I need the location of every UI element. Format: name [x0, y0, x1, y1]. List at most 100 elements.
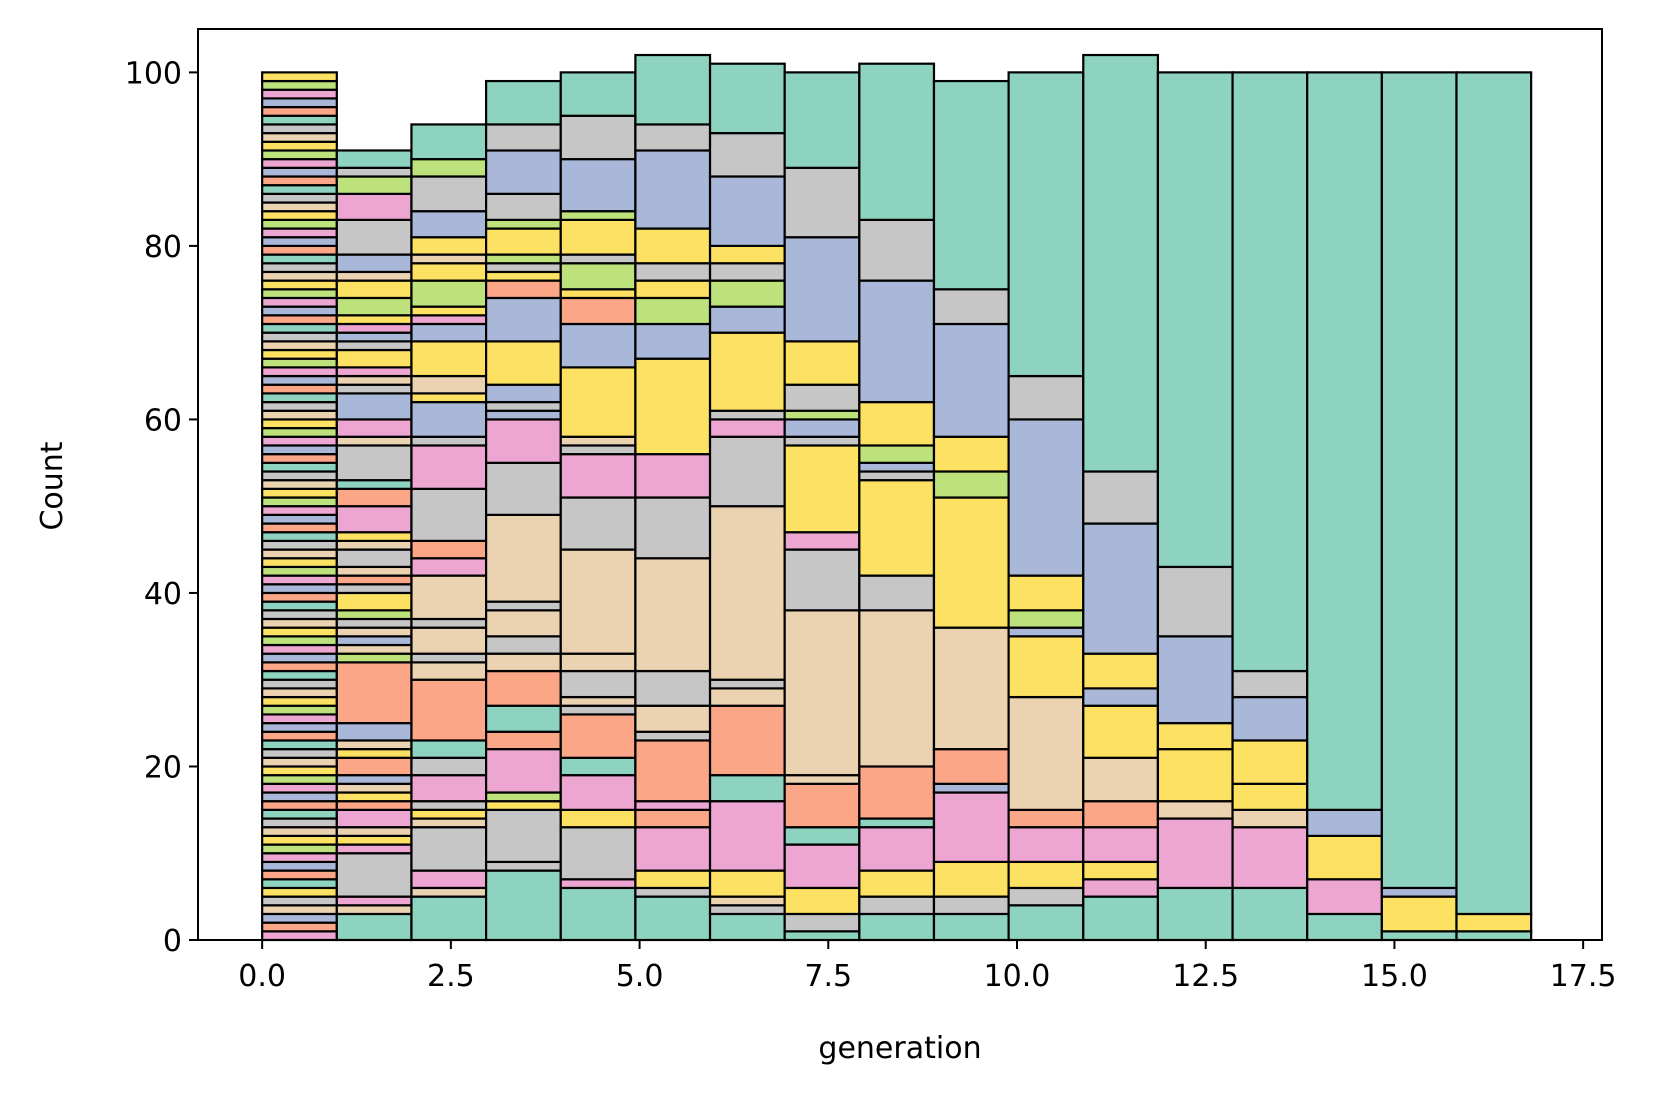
bar-segment-bin-0-seg-7 [262, 871, 337, 880]
bar-segment-bin-6-seg-5 [710, 775, 785, 801]
bar-segment-bin-0-seg-34 [262, 636, 337, 645]
bar-segment-bin-4-seg-15 [561, 437, 636, 446]
bar-segment-bin-2-seg-9 [411, 740, 486, 757]
bar-segment-bin-1-seg-17 [337, 654, 412, 663]
bar-segment-bin-6-seg-0 [710, 914, 785, 940]
bar-segment-bin-10-seg-4 [1009, 810, 1084, 827]
bar-segment-bin-0-seg-13 [262, 819, 337, 828]
bar-segment-bin-0-seg-45 [262, 541, 337, 550]
bar-segment-bin-0-seg-80 [262, 237, 337, 246]
bar-segment-bin-0-seg-44 [262, 550, 337, 559]
bar-segment-bin-0-seg-32 [262, 654, 337, 663]
bar-segment-bin-1-seg-9 [337, 793, 412, 802]
bar-segment-bin-0-seg-37 [262, 610, 337, 619]
bar-segment-bin-4-seg-10 [561, 654, 636, 671]
bar-segment-bin-0-seg-93 [262, 124, 337, 133]
bar-segment-bin-2-seg-5 [411, 810, 486, 819]
bar-segment-bin-3-seg-7 [486, 706, 561, 732]
y-tick-label: 60 [144, 403, 182, 438]
bar-segment-bin-4-seg-0 [561, 888, 636, 940]
bar-segment-bin-0-seg-15 [262, 801, 337, 810]
bar-segment-bin-2-seg-12 [411, 654, 486, 663]
bar-segment-bin-0-seg-86 [262, 185, 337, 194]
x-tick-label: 5.0 [616, 959, 664, 994]
bar-segment-bin-1-seg-18 [337, 645, 412, 654]
bar-segment-bin-8-seg-15 [859, 64, 934, 220]
bar-segment-bin-6-seg-19 [710, 133, 785, 176]
bar-segment-bin-1-seg-47 [337, 272, 412, 281]
bar-segment-bin-1-seg-48 [337, 255, 412, 272]
bar-segment-bin-0-seg-98 [262, 81, 337, 90]
bar-segment-bin-7-seg-12 [785, 419, 860, 436]
bar-segment-bin-5-seg-10 [635, 558, 710, 671]
bar-segment-bin-8-seg-3 [859, 827, 934, 870]
bar-segment-bin-1-seg-29 [337, 532, 412, 541]
bar-segment-bin-0-seg-55 [262, 454, 337, 463]
bar-segment-bin-4-seg-23 [561, 211, 636, 220]
bar-segment-bin-9-seg-6 [934, 628, 1009, 749]
bar-segment-bin-5-seg-20 [635, 124, 710, 150]
bar-segment-bin-12-seg-0 [1158, 888, 1233, 940]
bar-segment-bin-15-seg-3 [1382, 72, 1457, 888]
bar-segment-bin-11-seg-5 [1083, 758, 1158, 801]
bar-segment-bin-9-seg-5 [934, 749, 1009, 784]
bar-segment-bin-14-seg-4 [1307, 72, 1382, 809]
bar-segment-bin-2-seg-10 [411, 680, 486, 741]
bar-segment-bin-3-seg-5 [486, 749, 561, 792]
bar-segment-bin-11-seg-4 [1083, 801, 1158, 827]
bar-segment-bin-1-seg-7 [337, 810, 412, 827]
bar-segment-bin-3-seg-22 [486, 272, 561, 281]
bar-segment-bin-0-seg-1 [262, 923, 337, 932]
bar-segment-bin-3-seg-1 [486, 862, 561, 871]
bar-segment-bin-1-seg-28 [337, 541, 412, 550]
bar-segment-bin-4-seg-16 [561, 367, 636, 436]
bar-segment-bin-5-seg-4 [635, 810, 710, 827]
bar-segment-bin-2-seg-23 [411, 376, 486, 393]
bar-segment-bin-4-seg-14 [561, 445, 636, 454]
x-tick-label: 2.5 [427, 959, 475, 994]
bar-segment-bin-2-seg-7 [411, 775, 486, 801]
bar-segment-bin-10-seg-8 [1009, 610, 1084, 627]
bar-segment-bin-0-seg-16 [262, 793, 337, 802]
bar-segment-bin-2-seg-17 [411, 541, 486, 558]
bar-segment-bin-5-seg-15 [635, 298, 710, 324]
bar-segment-bin-7-seg-13 [785, 411, 860, 420]
bar-segment-bin-3-seg-19 [486, 341, 561, 384]
bar-segment-bin-6-seg-11 [710, 419, 785, 436]
bar-segment-bin-7-seg-14 [785, 385, 860, 411]
bar-segment-bin-3-seg-10 [486, 636, 561, 653]
y-tick-label: 0 [163, 924, 182, 959]
x-tick-label: 15.0 [1361, 959, 1428, 994]
bar-segment-bin-0-seg-25 [262, 714, 337, 723]
bar-segment-bin-0-seg-62 [262, 393, 337, 402]
bar-segment-bin-0-seg-56 [262, 445, 337, 454]
bar-segment-bin-7-seg-10 [785, 445, 860, 532]
bar-segment-bin-0-seg-2 [262, 914, 337, 923]
bar-segment-bin-0-seg-19 [262, 766, 337, 775]
bar-segment-bin-13-seg-0 [1233, 888, 1308, 940]
bar-segment-bin-3-seg-11 [486, 610, 561, 636]
bar-segment-bin-1-seg-41 [337, 341, 412, 350]
bar-segment-bin-0-seg-35 [262, 628, 337, 637]
bar-segment-bin-15-seg-0 [1382, 931, 1457, 940]
bar-segment-bin-1-seg-22 [337, 610, 412, 619]
bar-segment-bin-5-seg-16 [635, 281, 710, 298]
bar-segment-bin-3-seg-25 [486, 229, 561, 255]
bar-segment-bin-13-seg-6 [1233, 671, 1308, 697]
bar-segment-bin-7-seg-17 [785, 168, 860, 237]
bar-segment-bin-12-seg-7 [1158, 72, 1233, 567]
x-tick-label: 12.5 [1172, 959, 1239, 994]
bar-segment-bin-8-seg-13 [859, 281, 934, 402]
bar-segment-bin-4-seg-9 [561, 671, 636, 697]
bar-segment-bin-0-seg-75 [262, 281, 337, 290]
bar-segment-bin-2-seg-19 [411, 445, 486, 488]
bar-segment-bin-2-seg-15 [411, 576, 486, 619]
bar-segment-bin-0-seg-30 [262, 671, 337, 680]
bar-segment-bin-1-seg-15 [337, 723, 412, 740]
bar-segment-bin-8-seg-0 [859, 914, 934, 940]
bar-segment-bin-8-seg-14 [859, 220, 934, 281]
bar-segment-bin-0-seg-85 [262, 194, 337, 203]
bar-segment-bin-11-seg-3 [1083, 827, 1158, 862]
y-tick-label: 100 [125, 56, 182, 91]
